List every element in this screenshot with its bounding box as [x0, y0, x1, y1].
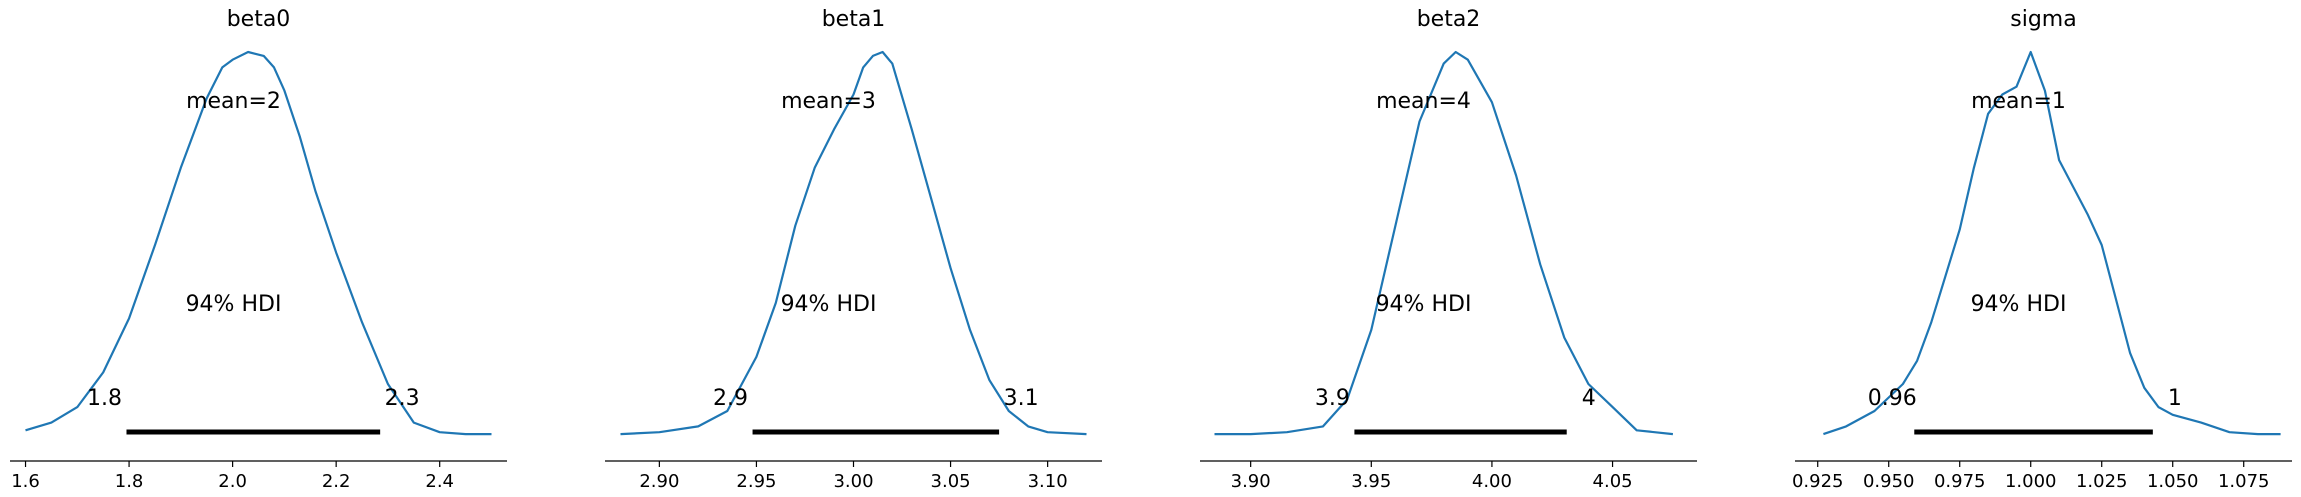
mean-label: mean=3	[781, 89, 876, 114]
hdi-low-label: 1.8	[87, 386, 122, 411]
x-tick-label: 3.05	[931, 471, 971, 492]
subplot-title: beta0	[227, 7, 291, 32]
x-tick-label: 1.000	[2005, 471, 2057, 492]
hdi-high-label: 1	[2168, 386, 2182, 411]
hdi-high-label: 3.1	[1004, 386, 1039, 411]
hdi-label: 94% HDI	[1376, 292, 1472, 317]
hdi-high-label: 2.3	[385, 386, 420, 411]
mean-label: mean=2	[186, 89, 281, 114]
hdi-low-label: 2.9	[713, 386, 748, 411]
density-curve	[1214, 50, 1674, 436]
subplot-title: beta1	[822, 7, 886, 32]
subplot-beta0: beta0 mean=2 94% HDI 1.8 2.3 1.6 1.8 2.0 2.2 2.4	[10, 7, 507, 492]
hdi-label: 94% HDI	[781, 292, 877, 317]
hdi-label: 94% HDI	[186, 292, 282, 317]
x-tick-label: 3.90	[1231, 471, 1271, 492]
x-tick-label: 0.925	[1792, 471, 1844, 492]
mean-label: mean=1	[1971, 89, 2066, 114]
x-tick-label: 2.0	[218, 471, 247, 492]
x-tick-label: 1.025	[2076, 471, 2128, 492]
subplot-beta1: beta1 mean=3 94% HDI 2.9 3.1 2.90 2.95 3.00 3.05…	[605, 7, 1102, 492]
density-curve	[25, 50, 492, 436]
subplot-beta2: beta2 mean=4 94% HDI 3.9 4 3.90 3.95 4.00 4.05	[1200, 7, 1697, 492]
x-tick-label: 1.8	[115, 471, 144, 492]
x-tick-label: 4.00	[1472, 471, 1512, 492]
x-tick-label: 1.075	[2218, 471, 2270, 492]
x-tick-label: 2.2	[322, 471, 351, 492]
hdi-low-label: 3.9	[1315, 386, 1350, 411]
density-curve	[1823, 50, 2281, 436]
x-tick-label: 0.975	[1934, 471, 1986, 492]
x-tick-label: 1.050	[2147, 471, 2199, 492]
density-curve	[620, 50, 1087, 436]
x-tick-label: 1.6	[11, 471, 40, 492]
x-tick-label: 2.4	[425, 471, 454, 492]
mean-label: mean=4	[1376, 89, 1471, 114]
hdi-high-label: 4	[1582, 386, 1596, 411]
x-tick-label: 3.10	[1028, 471, 1068, 492]
x-tick-label: 2.95	[736, 471, 776, 492]
x-tick-label: 4.05	[1593, 471, 1633, 492]
hdi-low-label: 0.96	[1868, 386, 1917, 411]
subplot-title: beta2	[1417, 7, 1481, 32]
hdi-label: 94% HDI	[1971, 292, 2067, 317]
subplot-title: sigma	[2010, 7, 2076, 32]
x-tick-label: 3.95	[1351, 471, 1391, 492]
x-tick-label: 2.90	[639, 471, 679, 492]
x-tick-label: 0.950	[1863, 471, 1915, 492]
subplot-sigma: sigma mean=1 94% HDI 0.96 1 0.925 0.950 0.975 1.…	[1792, 7, 2292, 492]
x-tick-label: 3.00	[833, 471, 873, 492]
